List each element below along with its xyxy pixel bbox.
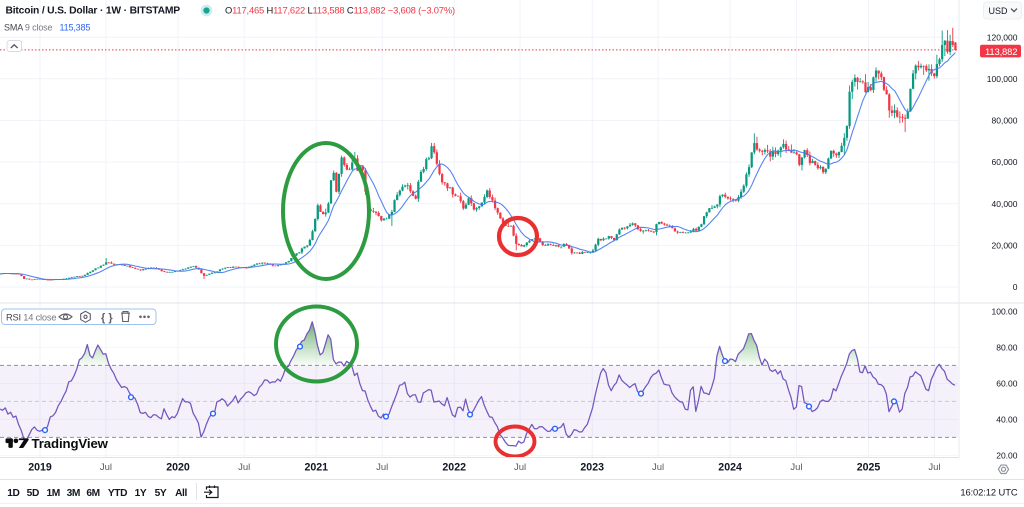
- svg-text:40.00: 40.00: [996, 415, 1018, 425]
- svg-text:1D: 1D: [7, 488, 19, 499]
- svg-text:120,000: 120,000: [987, 32, 1018, 42]
- svg-text:80.00: 80.00: [996, 343, 1018, 353]
- svg-text:Bitcoin / U.S. Dollar · 1W · B: Bitcoin / U.S. Dollar · 1W · BITSTAMP: [6, 6, 181, 17]
- svg-text:1Y: 1Y: [135, 488, 147, 499]
- svg-text:SMA 9 close 115,385: SMA 9 close 115,385: [4, 23, 90, 33]
- svg-text:RSI 14 close: RSI 14 close: [6, 312, 56, 322]
- svg-text:20.00: 20.00: [996, 451, 1018, 461]
- svg-text:YTD: YTD: [108, 488, 127, 499]
- svg-text:2019: 2019: [28, 462, 52, 474]
- svg-text:100,000: 100,000: [987, 74, 1018, 84]
- svg-text:All: All: [175, 488, 187, 499]
- svg-text:{ }: { }: [101, 312, 113, 324]
- svg-text:TradingView: TradingView: [32, 436, 109, 451]
- svg-text:2025: 2025: [857, 462, 881, 474]
- svg-text:USD: USD: [989, 6, 1009, 16]
- svg-text:0: 0: [1013, 282, 1018, 292]
- svg-text:5Y: 5Y: [155, 488, 167, 499]
- svg-text:2020: 2020: [166, 462, 190, 474]
- svg-text:1M: 1M: [47, 488, 60, 499]
- svg-text:5D: 5D: [27, 488, 39, 499]
- svg-text:2024: 2024: [718, 462, 742, 474]
- svg-text:20,000: 20,000: [992, 241, 1018, 251]
- svg-text:113,882: 113,882: [985, 47, 1017, 58]
- svg-text:Jul: Jul: [928, 462, 940, 473]
- svg-text:6M: 6M: [86, 488, 99, 499]
- svg-text:Jul: Jul: [652, 462, 664, 473]
- svg-text:Jul: Jul: [238, 462, 250, 473]
- svg-text:Jul: Jul: [100, 462, 112, 473]
- svg-text:2023: 2023: [580, 462, 604, 474]
- svg-text:Jul: Jul: [376, 462, 388, 473]
- svg-text:100.00: 100.00: [992, 307, 1018, 317]
- svg-text:16:02:12 UTC: 16:02:12 UTC: [960, 486, 1017, 497]
- svg-text:40,000: 40,000: [992, 199, 1018, 209]
- svg-text:O117,465 H117,622 L113,588 C11: O117,465 H117,622 L113,588 C113,882 −3,6…: [225, 5, 455, 16]
- svg-text:60.00: 60.00: [996, 379, 1018, 389]
- svg-text:3M: 3M: [67, 488, 80, 499]
- svg-text:Jul: Jul: [790, 462, 802, 473]
- svg-text:80,000: 80,000: [992, 116, 1018, 126]
- svg-text:2021: 2021: [305, 462, 329, 474]
- svg-text:2022: 2022: [442, 462, 466, 474]
- svg-text:60,000: 60,000: [992, 157, 1018, 167]
- svg-text:Jul: Jul: [514, 462, 526, 473]
